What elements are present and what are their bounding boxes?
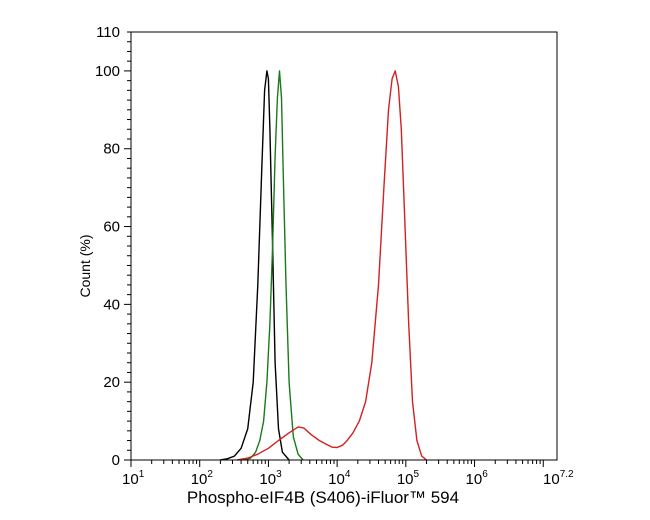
y-axis-ticks: 0 20 40 60 80 100 110 xyxy=(95,24,131,469)
y-tick-label: 80 xyxy=(103,141,120,158)
x-axis-ticks: 101 102 103 104 105 106 107.2 xyxy=(122,460,574,488)
y-tick-label: 40 xyxy=(103,296,120,313)
y-tick-label: 60 xyxy=(103,219,120,236)
x-tick-label: 102 xyxy=(191,469,214,488)
y-tick-label: 20 xyxy=(103,374,120,391)
plot-frame xyxy=(130,31,558,461)
x-tick-label: 106 xyxy=(466,469,489,488)
x-tick-label: 104 xyxy=(328,469,351,488)
series-line xyxy=(244,70,304,461)
x-axis-label: Phospho-eIF4B (S406)-iFluor™ 594 xyxy=(187,488,459,507)
y-tick-label: 100 xyxy=(95,63,120,80)
series-line xyxy=(236,70,427,461)
x-tick-label: 105 xyxy=(397,469,420,488)
histogram-series xyxy=(220,70,427,461)
y-tick-label: 110 xyxy=(96,24,120,41)
x-tick-label: 103 xyxy=(259,469,282,488)
y-tick-label: 0 xyxy=(112,452,120,469)
x-tick-label: 101 xyxy=(122,469,145,488)
x-tick-label: 107.2 xyxy=(543,469,574,488)
y-axis-label: Count (%) xyxy=(77,234,93,297)
series-line xyxy=(220,70,290,461)
